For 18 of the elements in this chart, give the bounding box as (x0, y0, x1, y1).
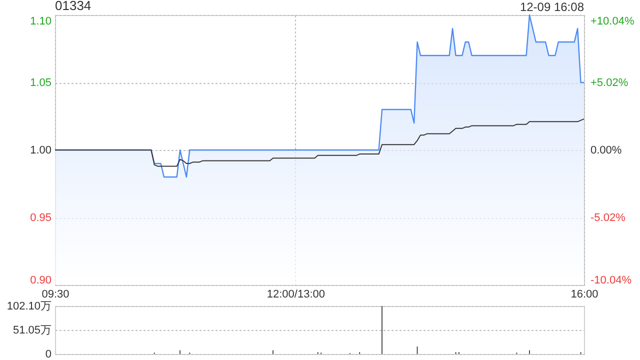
x-tick-label: 09:30 (42, 288, 70, 300)
x-tick-label: 12:00/13:00 (266, 288, 326, 300)
y-tick-label: 51.05万 (12, 324, 52, 336)
y-tick-label: 102.10万 (6, 300, 52, 312)
text: 12-09 16:08 (520, 0, 584, 14)
chart-title: 01334 (55, 0, 92, 13)
y-tick-label: 0 (45, 348, 52, 360)
y2-tick-label: 0.00% (590, 144, 622, 156)
y-tick-label: 1.05 (30, 77, 52, 89)
y2-tick-label: +10.04% (590, 16, 634, 28)
y-tick-label: 1.10 (30, 16, 52, 28)
x-tick-label: 16:00 (570, 288, 598, 300)
y2-tick-label: +5.02% (590, 77, 628, 89)
y-tick-label: 0.95 (30, 212, 52, 224)
y2-tick-label: -5.02% (590, 212, 626, 224)
y2-tick-label: -10.04% (590, 274, 632, 286)
y-tick-label: 1.00 (30, 144, 52, 156)
y-tick-label: 0.90 (30, 274, 52, 286)
